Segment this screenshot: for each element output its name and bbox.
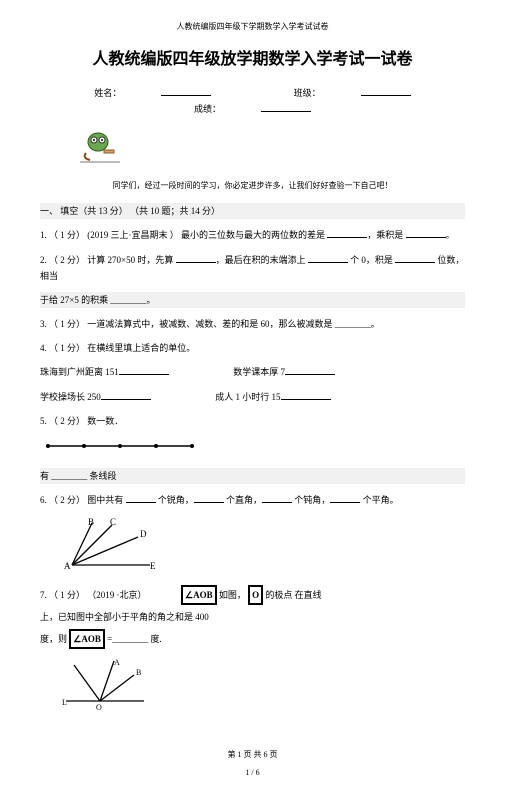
q1-a: 1. （ 1 分） (2019 三上·宜昌期末 ） 最小的三位数与最大的两位数的… bbox=[40, 230, 327, 240]
q1-c: 。 bbox=[446, 230, 455, 240]
q6-e: 个平角。 bbox=[360, 495, 398, 505]
q7-l3a: 度，则 bbox=[40, 634, 69, 644]
q6-b2 bbox=[194, 492, 224, 503]
q6-b3 bbox=[262, 492, 292, 503]
q5-answer: 有 ________ 条线段 bbox=[40, 468, 465, 484]
q2-a: 2. （ 2 分） 计算 270×50 时，先算 bbox=[40, 255, 176, 265]
name-label: 姓名： bbox=[94, 88, 121, 98]
q6-b4 bbox=[330, 492, 360, 503]
q2b: 于给 27×5 的积乘 ________。 bbox=[40, 292, 465, 308]
lbl-O: O bbox=[96, 703, 102, 712]
meta-row: 姓名： 班级： 成绩： bbox=[40, 85, 465, 117]
intro-text: 同学们，经过一段时间的学习，你必定进步许多，让我们好好查验一下自己吧！ bbox=[40, 179, 465, 193]
lbl-A: A bbox=[64, 561, 71, 571]
q7-mid: 如图， bbox=[219, 590, 246, 600]
q5-figure bbox=[40, 437, 465, 460]
score-label: 成绩： bbox=[194, 104, 221, 114]
q4b-lblank bbox=[101, 389, 151, 400]
score-blank bbox=[261, 101, 311, 112]
lbl-C: C bbox=[110, 517, 116, 527]
class-blank bbox=[361, 85, 411, 96]
q7-tail: 的极点 在直线 bbox=[265, 590, 321, 600]
lbl-D: D bbox=[140, 529, 147, 539]
q4b-r: 成人 1 小时行 15 bbox=[215, 392, 280, 402]
q2-b: ，最后在积的末端添上 bbox=[216, 255, 308, 265]
class-label: 班级： bbox=[294, 88, 321, 98]
q2-c: 个 0，积是 bbox=[348, 255, 395, 265]
q7-box3: ∠AOB bbox=[69, 629, 105, 649]
q6: 6. （ 2 分） 图中共有 个锐角， 个直角， 个钝角， 个平角。 bbox=[40, 492, 465, 508]
pager: 第 1 页 共 6 页 bbox=[40, 748, 465, 762]
q7-a: 7. （ 1 分） （2019 ·北京） bbox=[40, 590, 147, 600]
lbl-A2: A bbox=[114, 658, 120, 667]
lbl-B: B bbox=[88, 517, 94, 527]
q6-figure: A B C D E bbox=[60, 517, 465, 577]
q7-eq: =________ 度. bbox=[107, 634, 162, 644]
q4a-lblank bbox=[119, 364, 169, 375]
q4a-rblank bbox=[285, 364, 335, 375]
q4b: 学校操场长 250 成人 1 小时行 15 bbox=[40, 389, 465, 405]
lbl-B2: B bbox=[136, 668, 141, 677]
q2-blank3 bbox=[395, 252, 435, 263]
name-blank bbox=[161, 85, 211, 96]
q7-box2: O bbox=[248, 585, 263, 605]
q4a-l: 珠海到广州距离 151 bbox=[40, 367, 119, 377]
q1-blank2 bbox=[406, 227, 446, 238]
q4a: 珠海到广州距离 151 数学课本厚 7 bbox=[40, 364, 465, 380]
section-1-title: 一、 填空（共 13 分） （共 10 题；共 14 分） bbox=[40, 203, 465, 219]
q2: 2. （ 2 分） 计算 270×50 时，先算 ，最后在积的末端添上 个 0，… bbox=[40, 252, 465, 284]
lbl-E: E bbox=[150, 561, 156, 571]
q7-box1: ∠AOB bbox=[181, 585, 217, 605]
footer-num: 1 / 6 bbox=[40, 766, 465, 780]
q2-blank2 bbox=[308, 252, 348, 263]
q3: 3. （ 1 分） 一道减法算式中，被减数、减数、差的和是 60，那么被减数是 … bbox=[40, 316, 465, 332]
q6-a: 6. （ 2 分） 图中共有 bbox=[40, 495, 126, 505]
q1-b: ，乘积是 bbox=[367, 230, 405, 240]
lbl-L: L bbox=[62, 698, 67, 707]
mascot-icon bbox=[80, 128, 465, 169]
q1: 1. （ 1 分） (2019 三上·宜昌期末 ） 最小的三位数与最大的两位数的… bbox=[40, 227, 465, 243]
q2-blank1 bbox=[176, 252, 216, 263]
q6-b1 bbox=[126, 492, 156, 503]
page-title: 人教统编版四年级放学期数学入学考试一试卷 bbox=[40, 46, 465, 75]
q5: 5. （ 2 分） 数一数． bbox=[40, 413, 465, 429]
q4b-l: 学校操场长 250 bbox=[40, 392, 101, 402]
q6-d: 个钝角， bbox=[292, 495, 330, 505]
q4a-r: 数学课本厚 7 bbox=[233, 367, 285, 377]
q7-line2: 上，已知图中全部小于平角的角之和是 400 bbox=[40, 609, 465, 625]
q6-b: 个锐角， bbox=[156, 495, 194, 505]
q7-line1: 7. （ 1 分） （2019 ·北京） ∠AOB 如图， O 的极点 在直线 bbox=[40, 585, 465, 605]
q6-c: 个直角， bbox=[224, 495, 262, 505]
q4: 4. （ 1 分） 在横线里填上适合的单位。 bbox=[40, 340, 465, 356]
q1-blank1 bbox=[327, 227, 367, 238]
q4b-rblank bbox=[281, 389, 331, 400]
q7-line3: 度，则 ∠AOB =________ 度. bbox=[40, 629, 465, 649]
page-header: 人教统编版四年级下学期数学入学考试试卷 bbox=[40, 20, 465, 34]
q7-figure: O A B L bbox=[60, 657, 465, 717]
